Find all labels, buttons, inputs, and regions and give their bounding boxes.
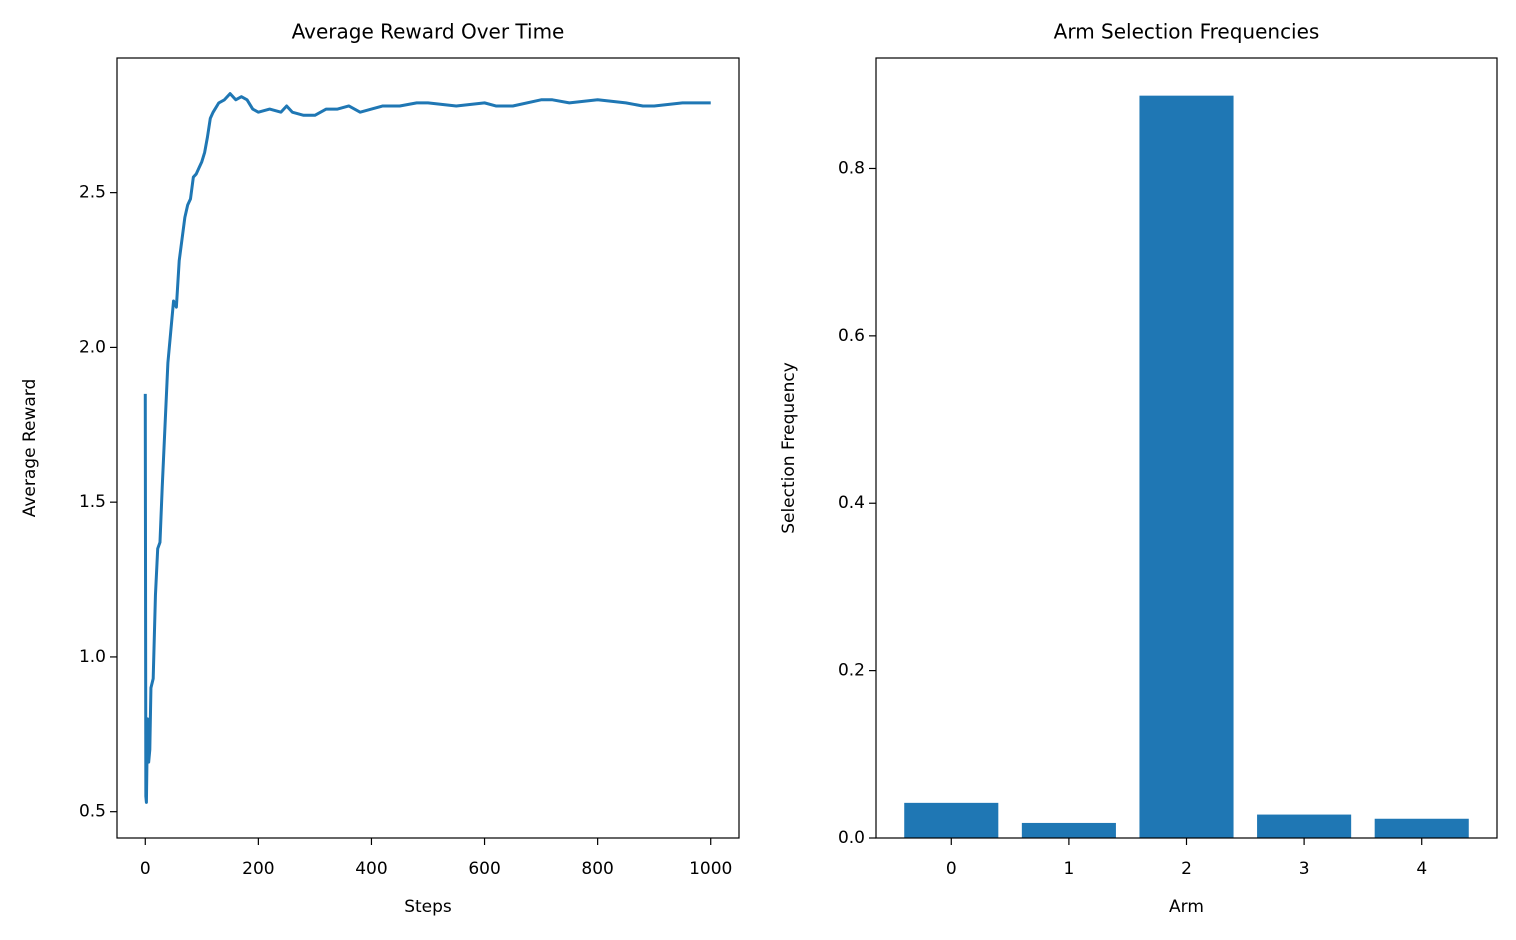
x-tick-label: 1000	[689, 859, 732, 879]
y-tick-label: 2.0	[79, 337, 106, 357]
x-tick-label: 0	[140, 859, 151, 879]
x-axis-label: Steps	[404, 897, 452, 917]
bar	[1139, 95, 1234, 838]
y-tick-label: 0.5	[79, 802, 106, 822]
y-tick-label: 2.5	[79, 183, 106, 203]
x-tick-label: 1	[1063, 859, 1074, 879]
y-tick-label: 1.5	[79, 492, 106, 512]
y-tick-label: 0.8	[838, 158, 865, 178]
axes-frame	[875, 57, 1498, 839]
axes-frame	[116, 57, 740, 839]
y-axis-label: Selection Frequency	[779, 362, 799, 534]
bar	[1257, 814, 1352, 838]
x-tick-label: 600	[468, 859, 500, 879]
x-tick-label: 0	[946, 859, 957, 879]
x-tick-label: 4	[1416, 859, 1427, 879]
chart-title: Average Reward Over Time	[292, 20, 565, 44]
bar	[1021, 822, 1116, 838]
y-tick-label: 0.0	[838, 828, 865, 848]
x-tick-label: 800	[581, 859, 613, 879]
x-tick-label: 3	[1299, 859, 1310, 879]
bar	[1374, 818, 1469, 838]
y-tick-label: 0.2	[838, 661, 865, 681]
bar	[904, 802, 999, 838]
y-tick-label: 0.4	[838, 493, 865, 513]
y-tick-label: 0.6	[838, 326, 865, 346]
chart-title: Arm Selection Frequencies	[1054, 20, 1320, 44]
line	[143, 92, 711, 804]
x-axis-label: Arm	[1169, 897, 1204, 917]
x-tick-label: 400	[355, 859, 387, 879]
y-axis-label: Average Reward	[20, 379, 40, 518]
x-tick-label: 2	[1181, 859, 1192, 879]
x-tick-label: 200	[242, 859, 274, 879]
y-tick-label: 1.0	[79, 647, 106, 667]
